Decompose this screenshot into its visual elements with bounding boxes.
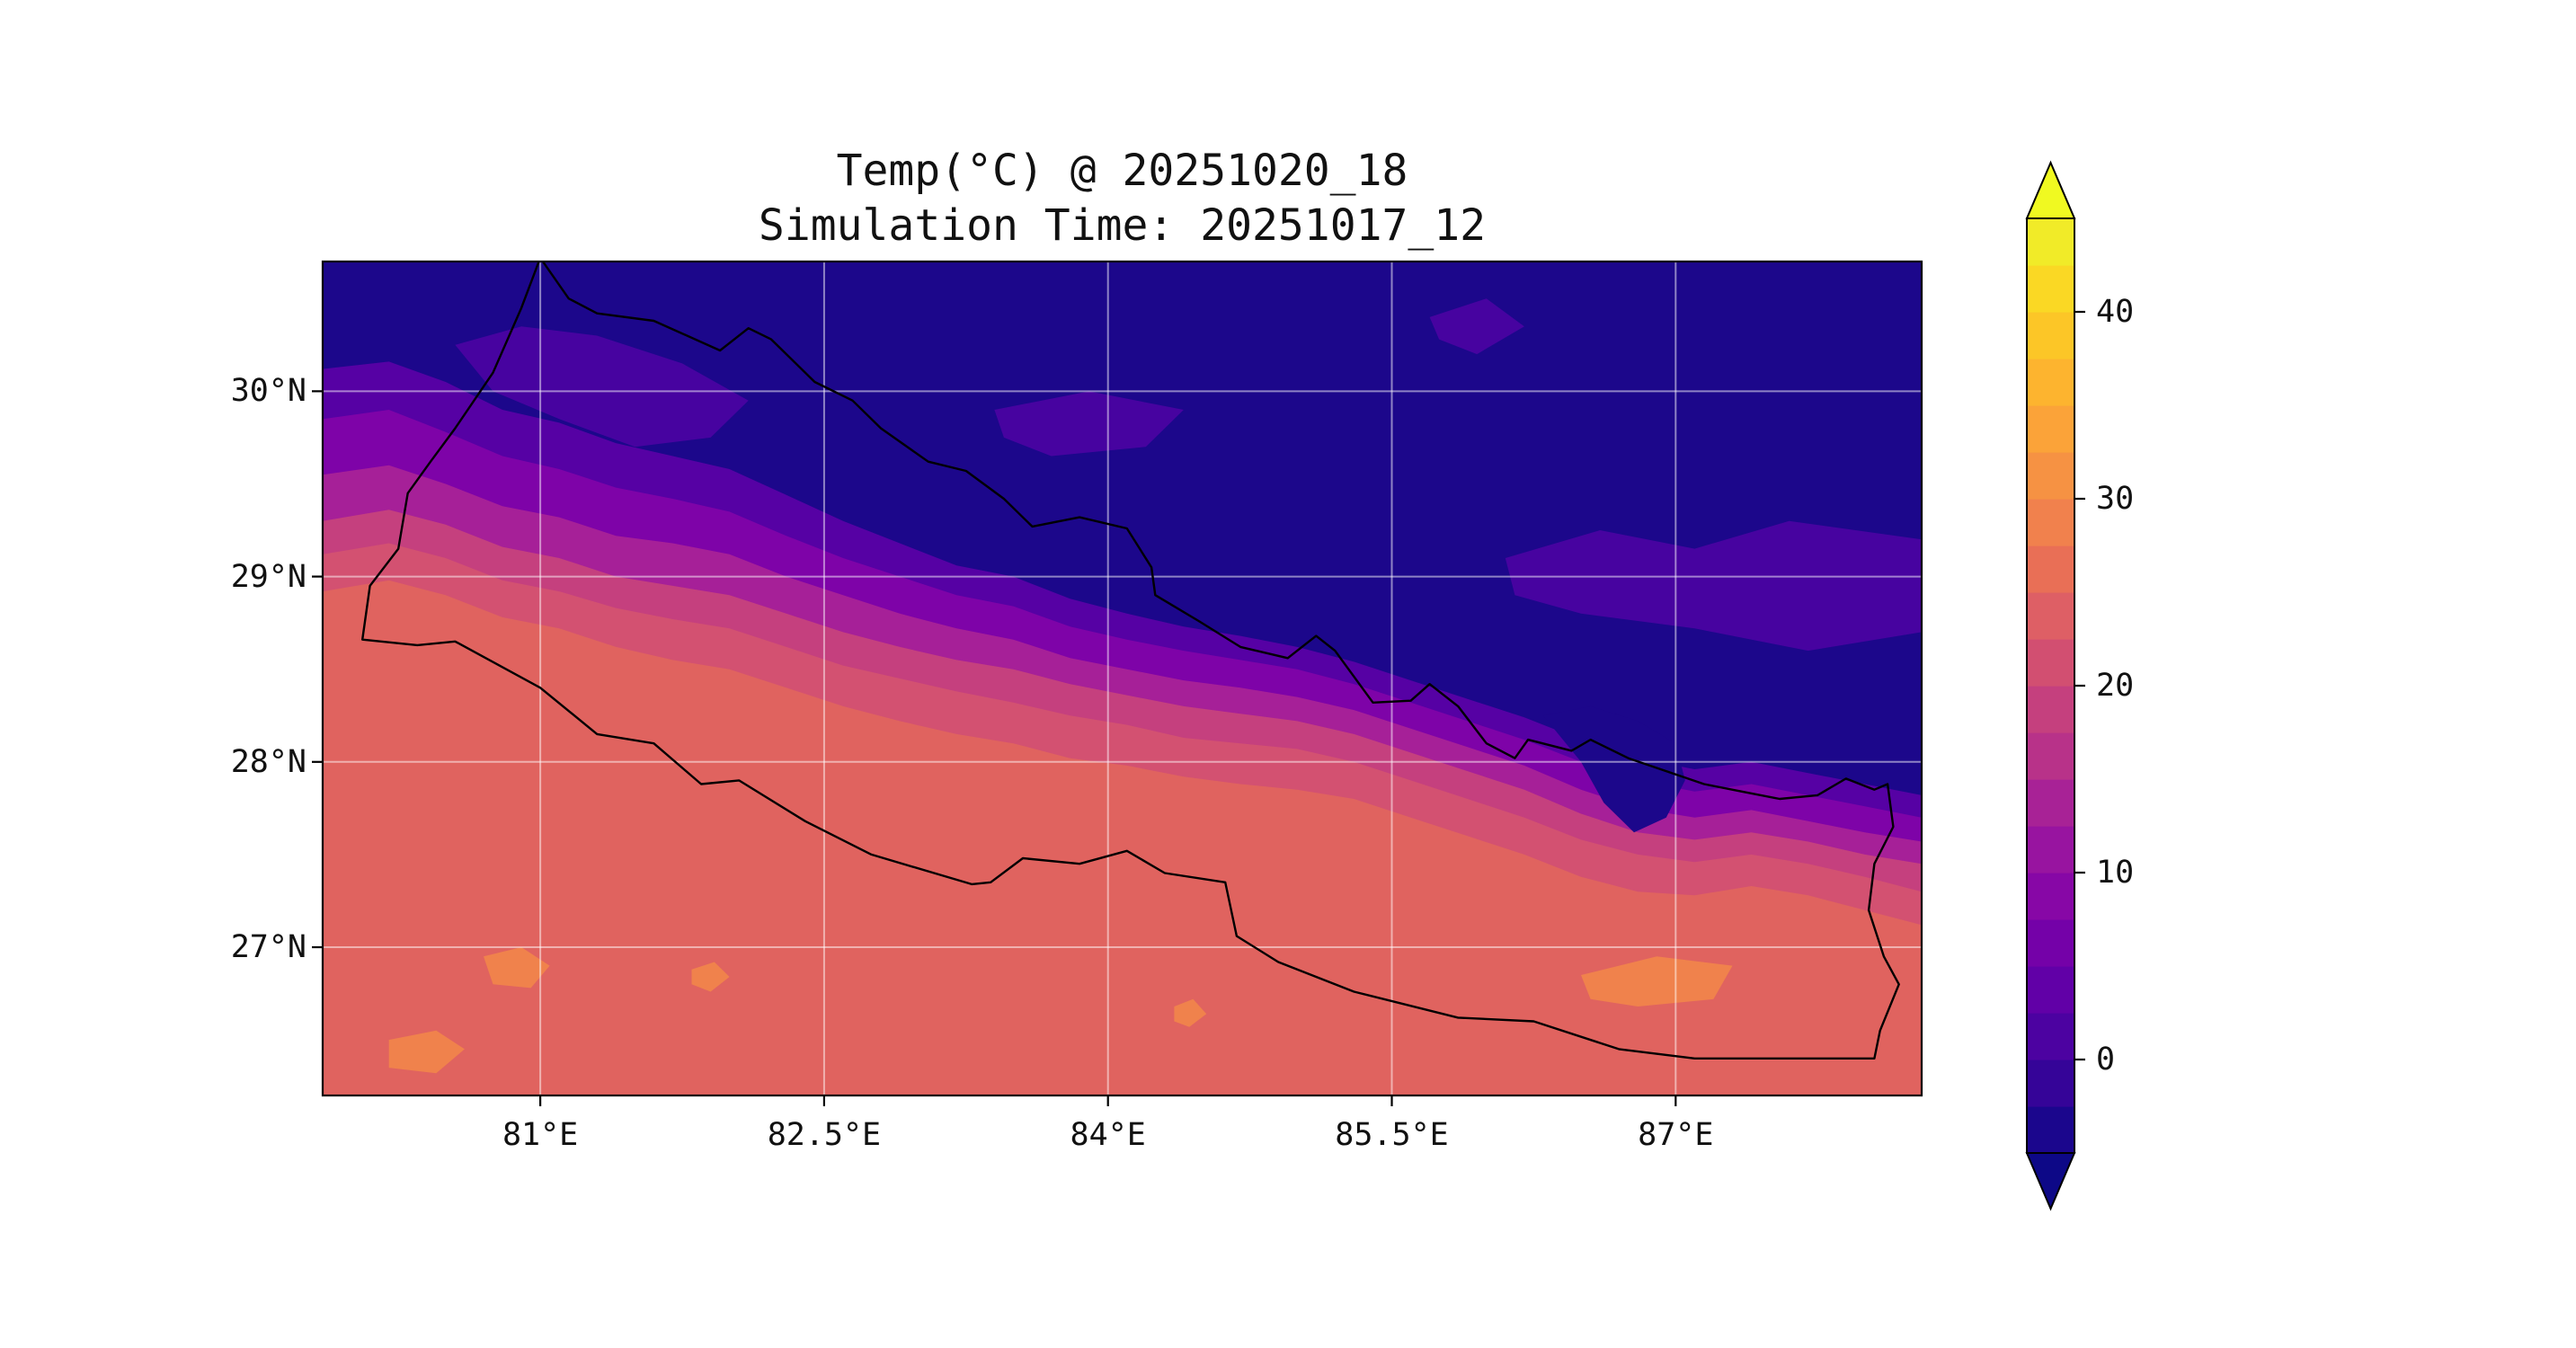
chart-subtitle: Simulation Time: 20251017_12 [758, 200, 1487, 251]
temp-patch-6-25-30 [691, 962, 730, 992]
x-tick-label: 87°E [1638, 1117, 1714, 1153]
temp-band-20-25 [323, 580, 1922, 1095]
temp-patch-2-0-5 [1505, 520, 1922, 652]
colorbar-segment [2027, 218, 2074, 266]
colorbar-segment [2027, 545, 2074, 593]
chart-title-block: Temp(°C) @ 20251020_18 Simulation Time: … [323, 144, 1922, 253]
y-tick-label: 29°N [230, 558, 306, 595]
temp-patch-5-25-30 [484, 947, 550, 989]
map-layers [323, 262, 1922, 1095]
chart-title: Temp(°C) @ 20251020_18 [836, 146, 1408, 196]
temp-patch-8-25-30 [1581, 956, 1733, 1007]
colorbar-tick-label: 10 [2096, 855, 2135, 891]
colorbar-segment [2027, 873, 2074, 920]
colorbar-segment [2027, 499, 2074, 546]
colorbar-segment [2027, 732, 2074, 780]
x-tick-label: 81°E [502, 1117, 579, 1153]
colorbar-segment [2027, 779, 2074, 827]
colorbar-tick-label: 30 [2096, 481, 2135, 517]
colorbar-segment [2027, 1106, 2074, 1154]
colorbar-segment [2027, 1060, 2074, 1107]
colorbar-segment [2027, 592, 2074, 640]
colorbar-segment [2027, 686, 2074, 733]
colorbar-over-arrow [2025, 160, 2076, 219]
x-tick-label: 82.5°E [767, 1117, 882, 1153]
colorbar-segment [2027, 639, 2074, 687]
colorbar-segment [2027, 1013, 2074, 1060]
temp-patch-4-0-5 [1429, 298, 1524, 355]
colorbar-segment [2027, 452, 2074, 500]
colorbar-segment [2027, 826, 2074, 874]
temp-patch-9-25-30 [388, 1030, 465, 1074]
colorbar-segment [2027, 405, 2074, 453]
plot-frame [321, 260, 1923, 1097]
temp-patch-3-0-5 [994, 391, 1184, 457]
colorbar-tick-label: 20 [2096, 668, 2135, 704]
colorbar-under-arrow [2025, 1152, 2076, 1211]
y-tick-label: 30°N [230, 373, 306, 410]
colorbar-segment [2027, 966, 2074, 1014]
country-boundary [361, 262, 1900, 1060]
colorbar-segment [2027, 265, 2074, 313]
y-tick-label: 28°N [230, 743, 306, 780]
y-tick-label: 27°N [230, 929, 306, 966]
temp-patch-1-0-5 [455, 326, 749, 448]
x-tick-label: 84°E [1070, 1117, 1146, 1153]
colorbar-segment [2027, 359, 2074, 406]
temp-patch-0-< 0 [1542, 705, 1685, 833]
colorbar-tick-label: 0 [2096, 1042, 2116, 1078]
colorbar-segment [2027, 312, 2074, 359]
colorbar-segment [2027, 919, 2074, 967]
colorbar-tick-label: 40 [2096, 294, 2135, 330]
x-tick-label: 85.5°E [1335, 1117, 1449, 1153]
temp-patch-7-25-30 [1174, 998, 1207, 1027]
